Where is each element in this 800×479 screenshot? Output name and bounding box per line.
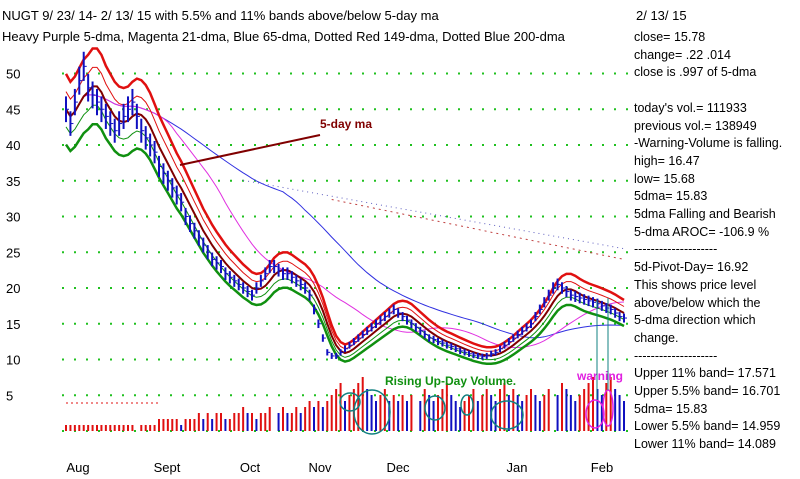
stat-line: -Warning-Volume is falling. [634, 136, 783, 151]
warning-label: warning [576, 369, 623, 383]
y-tick-label: 50 [6, 67, 20, 82]
stat-line: change. [634, 330, 679, 345]
chart-legend-line: Heavy Purple 5-dma, Magenta 21-dma, Blue… [2, 29, 565, 44]
ma65-line [65, 94, 624, 339]
stat-line: Lower 5.5% band= 14.959 [634, 419, 781, 434]
chart-date: 2/ 13/ 15 [636, 8, 687, 23]
stat-line: -------------------- [634, 242, 718, 257]
y-tick-label: 15 [6, 317, 20, 332]
y-tick-label: 35 [6, 174, 20, 189]
chart-title: NUGT 9/ 23/ 14- 2/ 13/ 15 with 5.5% and … [2, 8, 439, 23]
x-tick-label: Jan [507, 460, 528, 475]
stat-line: This shows price level [634, 277, 757, 292]
stat-line: above/below which the [634, 295, 761, 310]
volume-ellipse [460, 394, 474, 416]
x-tick-label: Sept [154, 460, 181, 475]
y-tick-label: 25 [6, 245, 20, 260]
stat-line: low= 15.68 [634, 171, 695, 186]
y-tick-label: 45 [6, 102, 20, 117]
y-tick-label: 5 [6, 388, 13, 403]
stat-line: Lower 11% band= 14.089 [634, 437, 776, 452]
stat-line: 5dma Falling and Bearish [634, 207, 776, 221]
ma149-line [331, 199, 625, 260]
ma5-line [65, 85, 625, 357]
ma200-line [243, 179, 625, 250]
y-tick-label: 40 [6, 138, 20, 153]
x-tick-label: Aug [66, 460, 89, 475]
y-tick-label: 30 [6, 210, 20, 225]
ma-label-arrow [179, 134, 321, 166]
stat-line: 5dma= 15.83 [634, 189, 708, 204]
stat-line: previous vol.= 138949 [634, 118, 757, 133]
stat-line: close is .997 of 5-dma [634, 65, 757, 80]
ma-label: 5-day ma [320, 117, 372, 131]
x-tick-label: Dec [386, 460, 410, 475]
stat-line: Upper 5.5% band= 16.701 [634, 384, 781, 398]
lower-band-11 [64, 123, 625, 366]
price-chart: 5 10 15 20 25 30 35 40 45 50 Aug Sept Oct Nov Dec Jan Fe… [6, 47, 628, 475]
x-tick-label: Feb [591, 460, 613, 475]
volume-ellipse [339, 392, 361, 412]
stat-line: -------------------- [634, 348, 718, 363]
stat-line: high= 16.47 [634, 153, 700, 168]
volume-label: Rising Up-Day Volume. [385, 374, 516, 388]
y-tick-label: 10 [6, 353, 20, 368]
x-tick-label: Oct [240, 460, 261, 475]
stat-line: 5dma= 15.83 [634, 401, 708, 416]
stat-line: close= 15.78 [634, 30, 706, 44]
x-tick-label: Nov [308, 460, 332, 475]
y-tick-label: 20 [6, 281, 20, 296]
stat-line: Upper 11% band= 17.571 [634, 366, 776, 381]
stat-line: change= .22 .014 [634, 47, 731, 62]
volume-ellipse [424, 395, 446, 421]
stat-line: 5-dma AROC= -106.9 % [634, 224, 770, 239]
volume-ellipse [490, 400, 524, 430]
stat-line: 5d-Pivot-Day= 16.92 [634, 260, 749, 275]
stat-line: 5-dma direction which [634, 313, 756, 328]
volume-ellipse [353, 389, 391, 435]
stat-line: today's vol.= 111933 [634, 100, 747, 115]
